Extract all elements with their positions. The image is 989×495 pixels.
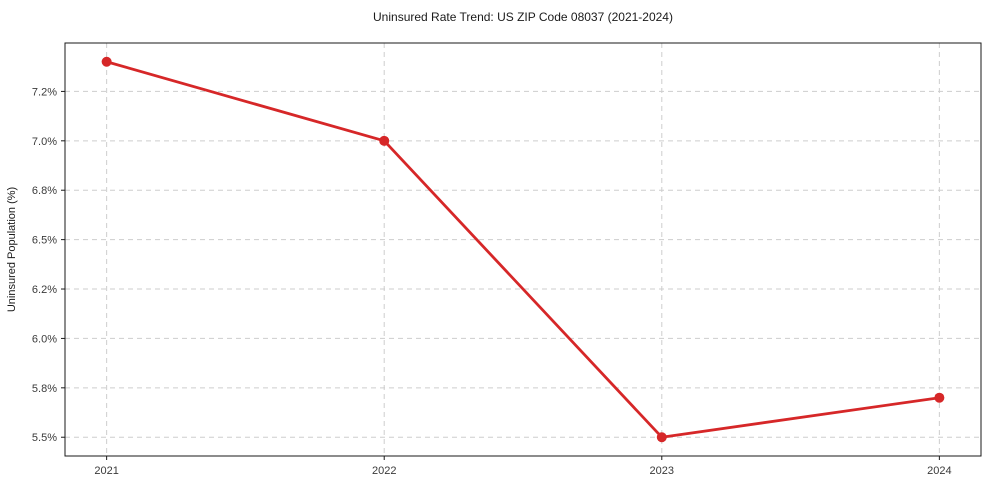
y-tick-label: 7.2%	[32, 86, 57, 98]
trend-line	[105, 60, 941, 439]
data-point	[656, 432, 667, 443]
x-tick-label: 2022	[372, 465, 396, 477]
y-axis-label: Uninsured Population (%)	[6, 187, 18, 312]
x-tick-label: 2023	[650, 465, 674, 477]
series-layer	[101, 56, 945, 443]
axis-ticks-layer: 2021 2022 2023 2024 5.5% 5.8% 6.0% 6.2% 6.5% 6.8%…	[32, 86, 952, 477]
y-tick-label: 5.5%	[32, 432, 57, 444]
data-point	[934, 392, 945, 403]
chart-title: Uninsured Rate Trend: US ZIP Code 08037 …	[373, 10, 673, 24]
y-tick-label: 6.5%	[32, 235, 57, 247]
x-tick-label: 2021	[94, 465, 118, 477]
grid-layer	[65, 43, 981, 456]
x-tick-label: 2024	[927, 465, 951, 477]
y-tick-label: 6.8%	[32, 185, 57, 197]
y-tick-label: 5.8%	[32, 383, 57, 395]
plot-area-border	[64, 42, 982, 457]
data-point	[101, 56, 112, 67]
y-tick-label: 7.0%	[32, 136, 57, 148]
data-point	[379, 135, 390, 146]
y-tick-label: 6.2%	[32, 284, 57, 296]
y-tick-label: 6.0%	[32, 333, 57, 345]
